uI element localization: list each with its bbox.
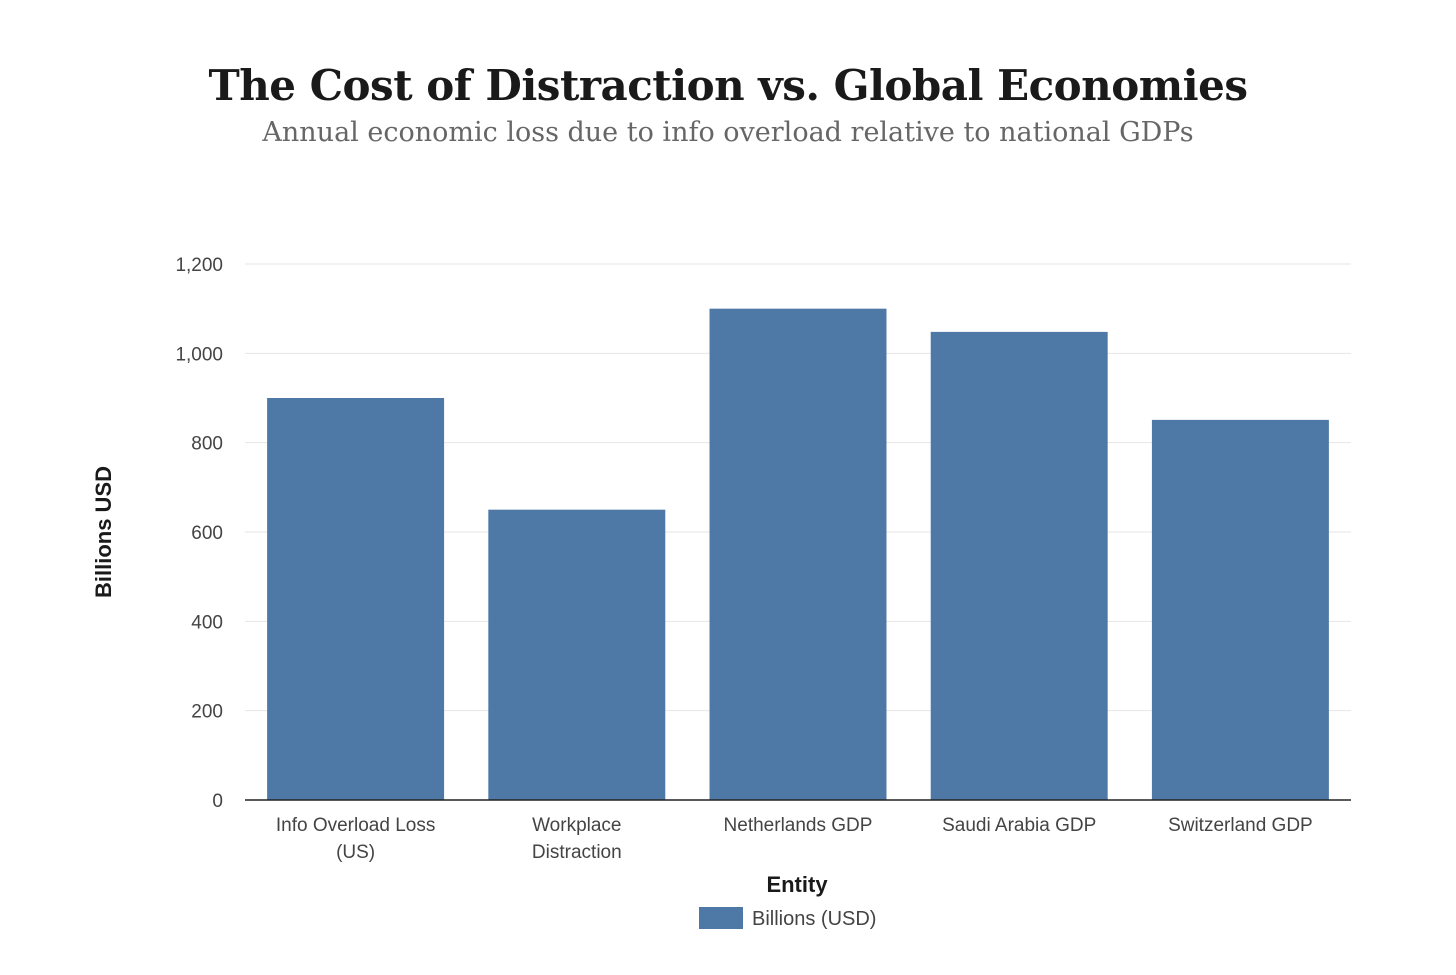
x-tick-label: Netherlands GDP xyxy=(724,815,873,836)
legend-label: Billions (USD) xyxy=(752,908,876,930)
y-tick-label: 600 xyxy=(191,523,223,544)
x-tick-label: Saudi Arabia GDP xyxy=(942,815,1096,836)
legend: Billions (USD) xyxy=(699,907,876,930)
x-tick-label: Distraction xyxy=(532,842,622,863)
bar xyxy=(930,331,1108,800)
y-tick-label: 800 xyxy=(191,434,223,455)
y-tick-label: 1,000 xyxy=(175,344,223,365)
y-axis-title: Billions USD xyxy=(91,466,116,598)
bar xyxy=(488,509,666,800)
bars xyxy=(267,308,1329,800)
y-tick-label: 400 xyxy=(191,612,223,633)
x-axis-categories: Info Overload Loss (US) Workplace Distracti… xyxy=(276,815,1313,863)
x-tick-label: Switzerland GDP xyxy=(1168,815,1313,836)
x-tick-label: (US) xyxy=(336,842,375,863)
bar xyxy=(709,308,887,800)
y-tick-label: 200 xyxy=(191,702,223,723)
x-tick-label: Workplace xyxy=(532,815,621,836)
x-tick-label: Info Overload Loss xyxy=(276,815,435,836)
bar xyxy=(1151,419,1329,800)
bar xyxy=(267,398,445,800)
chart-title: The Cost of Distraction vs. Global Econo… xyxy=(208,61,1247,110)
y-tick-label: 1,200 xyxy=(175,255,223,276)
y-axis-ticks: 0 200 400 600 800 1,000 1,200 xyxy=(175,255,223,812)
legend-swatch xyxy=(699,907,743,929)
chart-subtitle: Annual economic loss due to info overloa… xyxy=(261,117,1193,148)
y-tick-label: 0 xyxy=(212,791,223,812)
x-axis-title: Entity xyxy=(766,872,828,897)
